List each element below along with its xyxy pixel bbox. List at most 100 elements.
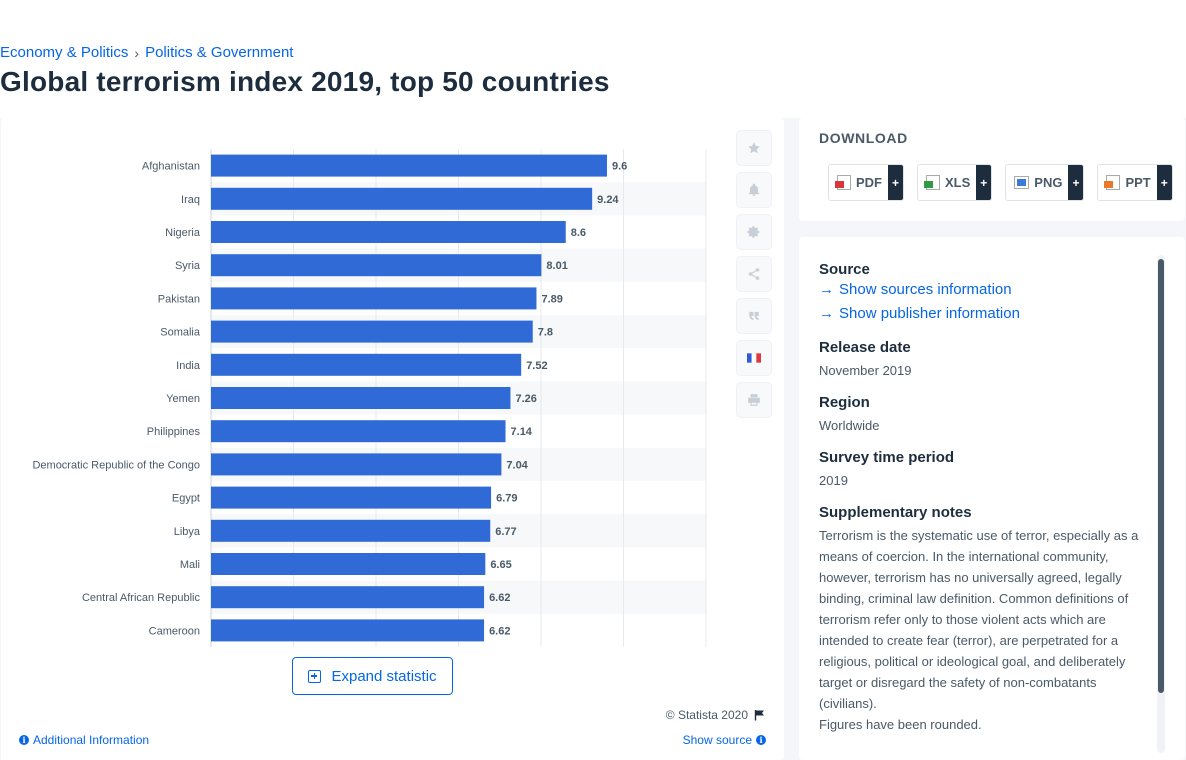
category-label: Egypt [172, 493, 200, 505]
category-label: Syria [175, 260, 201, 272]
data-label: 7.8 [538, 327, 553, 339]
bar-afghanistan[interactable] [211, 154, 607, 177]
bar-libya[interactable] [211, 519, 491, 542]
category-label: Yemen [166, 393, 200, 405]
data-label: 7.89 [541, 293, 562, 305]
ppt-label: PPT [1125, 175, 1151, 190]
data-label: 6.62 [489, 592, 510, 604]
category-label: Mali [180, 559, 200, 571]
download-ppt-main: PPT [1098, 165, 1156, 200]
bar-philippines[interactable] [211, 420, 506, 443]
info-icon: i [19, 735, 29, 745]
bar-iraq[interactable] [211, 187, 593, 210]
bar-india[interactable] [211, 353, 522, 376]
download-title: DOWNLOAD [819, 130, 908, 146]
header-area [0, 38, 1186, 118]
notes-section: Supplementary notes Terrorism is the sys… [819, 504, 1149, 735]
expand-statistic-label: Expand statistic [331, 667, 437, 685]
copyright-text: © Statista 2020 [665, 708, 748, 722]
breadcrumb: Economy & Politics › Politics & Governme… [0, 44, 293, 61]
download-buttons: PDF + XLS + PNG + PPT + [828, 164, 1173, 201]
bar-yemen[interactable] [211, 387, 511, 409]
download-ppt-button[interactable]: PPT + [1097, 164, 1173, 201]
data-label: 8.01 [546, 260, 567, 272]
region-section: Region Worldwide [819, 394, 1149, 436]
french-flag-icon[interactable] [736, 340, 772, 376]
data-label: 6.79 [496, 493, 517, 505]
breadcrumb-politics-government[interactable]: Politics & Government [145, 44, 294, 61]
download-pdf-main: PDF [829, 165, 888, 200]
category-label: Central African Republic [82, 592, 201, 604]
pdf-plus[interactable]: + [888, 165, 903, 200]
pdf-file-icon [835, 175, 851, 190]
arrow-right-icon: → [819, 281, 834, 298]
notification-bell-icon[interactable] [736, 172, 772, 208]
download-xls-button[interactable]: XLS + [917, 164, 993, 201]
download-card: DOWNLOAD PDF + XLS + PNG + [799, 118, 1185, 221]
page-title: Global terrorism index 2019, top 50 coun… [0, 66, 610, 97]
data-label: 6.62 [489, 625, 510, 637]
category-label: Philippines [147, 426, 201, 438]
data-label: 6.65 [490, 559, 511, 571]
arrow-right-icon: → [819, 305, 834, 322]
notes-value-rounded: Figures have been rounded. [819, 717, 982, 732]
bar-egypt[interactable] [211, 486, 492, 509]
notes-label: Supplementary notes [819, 504, 972, 521]
chevron-right-icon: › [134, 44, 140, 61]
xls-label: XLS [945, 175, 971, 190]
chart-tools [736, 130, 772, 418]
bar-central-african-republic[interactable] [211, 586, 485, 609]
bar-mali[interactable] [211, 553, 486, 575]
source-content: Source → Show sources information → Show… [819, 261, 1149, 748]
release-value: November 2019 [819, 363, 912, 378]
category-label: Nigeria [165, 227, 201, 239]
breadcrumb-economy-politics[interactable]: Economy & Politics [0, 44, 129, 61]
copyright: © Statista 2020 [666, 708, 766, 722]
category-label: India [176, 360, 201, 372]
download-xls-main: XLS [918, 165, 976, 200]
bar-cameroon[interactable] [211, 619, 485, 642]
show-source-link[interactable]: Show source i [683, 733, 766, 747]
download-png-button[interactable]: PNG + [1005, 164, 1085, 201]
download-pdf-button[interactable]: PDF + [828, 164, 904, 201]
png-plus[interactable]: + [1068, 165, 1084, 200]
bar-syria[interactable] [211, 254, 542, 277]
bar-nigeria[interactable] [211, 221, 566, 243]
flag-icon[interactable] [754, 709, 766, 721]
print-icon[interactable] [736, 382, 772, 418]
additional-information-label: Additional Information [33, 733, 150, 747]
additional-information-link[interactable]: i Additional Information [19, 733, 149, 747]
category-label: Somalia [160, 327, 201, 339]
data-label: 7.52 [526, 360, 547, 372]
settings-gear-icon[interactable] [736, 214, 772, 250]
scrollbar-thumb[interactable] [1158, 259, 1164, 693]
show-publisher-label: Show publisher information [839, 305, 1020, 322]
ppt-plus[interactable]: + [1156, 165, 1172, 200]
show-sources-link[interactable]: → Show sources information [819, 278, 1149, 302]
bar-democratic-republic-of-the-congo[interactable] [211, 453, 502, 476]
download-png-main: PNG [1006, 165, 1068, 200]
source-card: Source → Show sources information → Show… [799, 237, 1185, 760]
bar-chart: Afghanistan 9.6 Iraq 9.24 Nigeria 8.6 Syria 8.0… [32, 149, 707, 647]
category-label: Pakistan [158, 293, 200, 305]
top-bar [0, 0, 1186, 38]
category-label: Libya [174, 526, 201, 538]
bar-pakistan[interactable] [211, 287, 537, 310]
show-source-label: Show source [682, 733, 752, 747]
notes-value: Terrorism is the systematic use of terro… [819, 528, 1139, 711]
xls-plus[interactable]: + [976, 165, 992, 200]
png-file-icon [1014, 176, 1030, 189]
category-label: Democratic Republic of the Congo [32, 459, 200, 471]
quote-icon[interactable] [736, 298, 772, 334]
source-label: Source [819, 261, 870, 278]
favorite-star-icon[interactable] [736, 130, 772, 166]
data-label: 6.77 [495, 526, 516, 538]
bar-somalia[interactable] [211, 320, 533, 343]
expand-statistic-button[interactable]: Expand statistic [292, 657, 453, 695]
data-label: 8.6 [571, 227, 586, 239]
show-publisher-link[interactable]: → Show publisher information [819, 302, 1149, 326]
data-label: 7.14 [511, 426, 533, 438]
survey-value: 2019 [819, 473, 848, 488]
survey-section: Survey time period 2019 [819, 449, 1149, 491]
share-icon[interactable] [736, 256, 772, 292]
